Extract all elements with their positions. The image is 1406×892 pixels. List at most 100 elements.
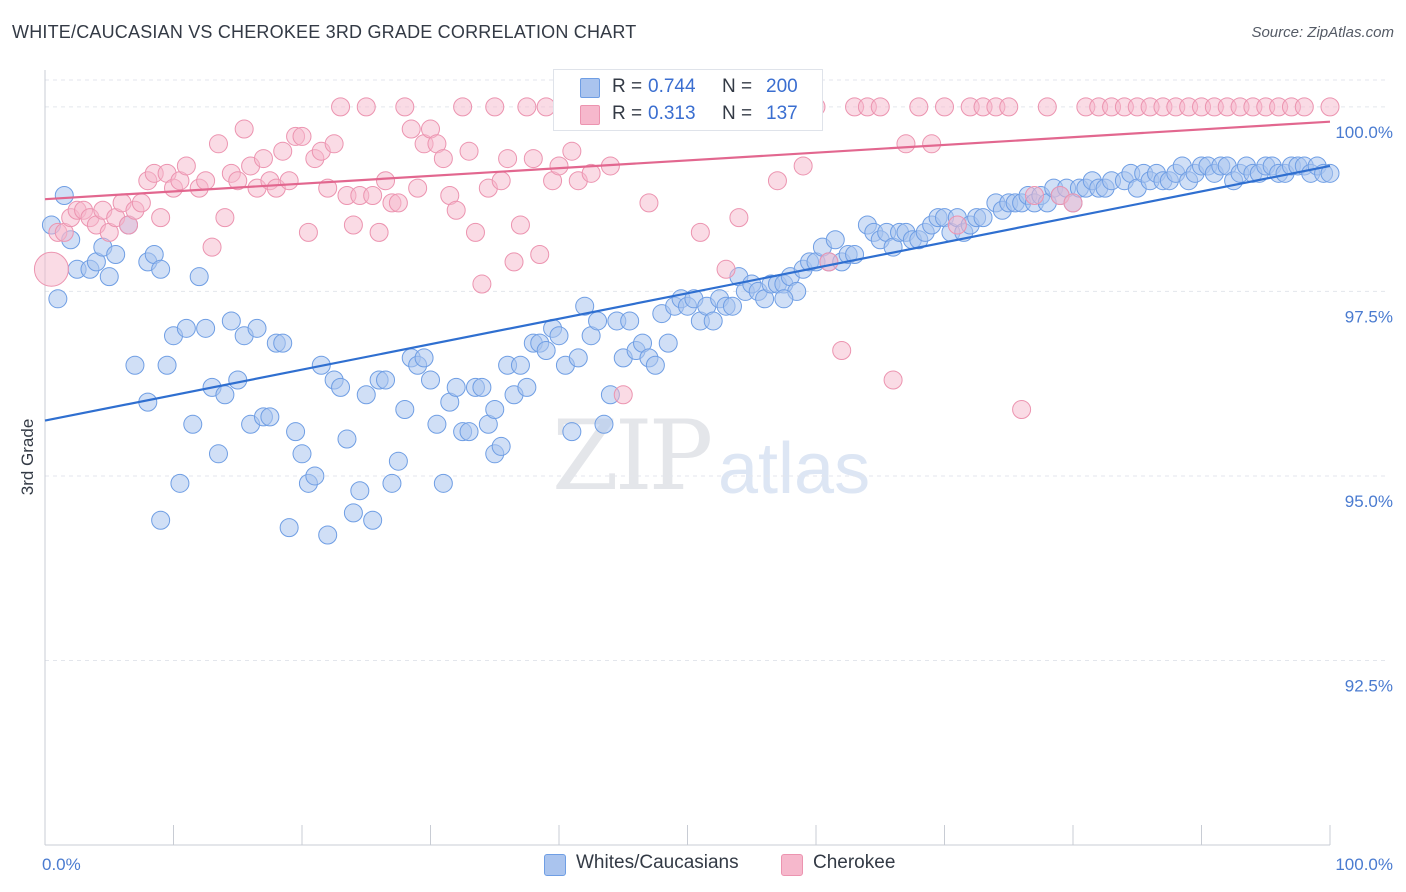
data-point-cherokee bbox=[234, 119, 254, 139]
y-tick-label: 100.0% bbox=[1335, 123, 1393, 142]
data-point-whites bbox=[973, 208, 993, 228]
data-point-cherokee bbox=[292, 126, 312, 146]
data-point-whites bbox=[247, 318, 267, 338]
data-point-cherokee bbox=[395, 97, 415, 117]
legend-row-cherokee: R = 0.313 N = 137 bbox=[554, 101, 822, 127]
data-point-whites bbox=[215, 385, 235, 405]
data-point-whites bbox=[536, 340, 556, 360]
data-point-whites bbox=[722, 296, 742, 316]
data-point-cherokee bbox=[202, 237, 222, 257]
data-point-whites bbox=[376, 370, 396, 390]
data-point-cherokee bbox=[690, 222, 710, 242]
data-point-whites bbox=[388, 451, 408, 471]
data-point-cherokee bbox=[376, 171, 396, 191]
data-point-cherokee bbox=[767, 171, 787, 191]
data-point-whites bbox=[305, 466, 325, 486]
data-point-whites bbox=[343, 503, 363, 523]
source-credit: Source: ZipAtlas.com bbox=[1251, 24, 1394, 41]
data-point-whites bbox=[273, 333, 293, 353]
data-point-cherokee bbox=[1037, 97, 1057, 117]
data-point-cherokee bbox=[465, 222, 485, 242]
data-point-whites bbox=[491, 436, 511, 456]
data-point-cherokee bbox=[999, 97, 1019, 117]
data-point-whites bbox=[221, 311, 241, 331]
series-whites-points bbox=[41, 156, 1340, 545]
data-point-cherokee bbox=[883, 370, 903, 390]
data-point-cherokee bbox=[408, 178, 428, 198]
data-point-whites bbox=[446, 377, 466, 397]
data-point-cherokee bbox=[819, 252, 839, 272]
data-point-cherokee bbox=[151, 208, 171, 228]
legend-swatch-whites bbox=[544, 854, 566, 876]
legend-row-whites: R = 0.744 N = 200 bbox=[554, 74, 822, 100]
data-point-whites bbox=[54, 185, 74, 205]
data-point-whites bbox=[421, 370, 440, 390]
data-point-whites bbox=[414, 348, 434, 368]
data-point-cherokee bbox=[298, 222, 318, 242]
data-point-cherokee bbox=[401, 119, 421, 139]
data-point-whites bbox=[196, 318, 216, 338]
data-point-whites bbox=[125, 355, 145, 375]
data-point-whites bbox=[356, 385, 376, 405]
data-point-cherokee bbox=[793, 156, 813, 176]
data-point-whites bbox=[774, 289, 794, 309]
data-point-whites bbox=[350, 481, 370, 501]
data-point-whites bbox=[549, 326, 569, 346]
trend-line-whites bbox=[44, 164, 1331, 422]
data-point-whites bbox=[575, 296, 595, 316]
data-point-whites bbox=[151, 259, 171, 279]
y-axis-label: 3rd Grade bbox=[18, 419, 37, 496]
data-point-cherokee bbox=[196, 171, 216, 191]
x-tick-label-right: 100.0% bbox=[1335, 855, 1393, 874]
data-point-cherokee bbox=[581, 163, 601, 183]
data-point-cherokee bbox=[613, 385, 633, 405]
data-point-whites bbox=[427, 414, 447, 434]
data-point-cherokee bbox=[870, 97, 890, 117]
legend-n-value: 200 bbox=[766, 76, 798, 97]
data-point-cherokee bbox=[446, 200, 466, 220]
data-point-cherokee bbox=[485, 97, 505, 117]
data-point-whites bbox=[208, 444, 228, 464]
y-tick-label: 97.5% bbox=[1345, 307, 1393, 326]
data-point-whites bbox=[106, 245, 126, 265]
data-point-whites bbox=[562, 422, 582, 442]
data-point-cherokee bbox=[253, 149, 273, 169]
data-point-whites bbox=[183, 414, 203, 434]
data-point-cherokee bbox=[356, 97, 376, 117]
data-point-cherokee bbox=[510, 215, 530, 235]
legend-swatch-cherokee bbox=[580, 105, 600, 125]
data-point-cherokee bbox=[1063, 193, 1083, 213]
data-point-cherokee bbox=[716, 259, 736, 279]
data-point-whites bbox=[568, 348, 588, 368]
data-point-cherokee bbox=[832, 340, 852, 360]
legend-label-cherokee: Cherokee bbox=[813, 852, 896, 873]
data-point-cherokee bbox=[922, 134, 942, 154]
data-point-whites bbox=[176, 318, 196, 338]
legend-n-label: N = bbox=[722, 76, 753, 97]
x-tick-label-left: 0.0% bbox=[42, 855, 81, 874]
data-point-cherokee bbox=[523, 149, 543, 169]
data-point-whites bbox=[459, 422, 479, 442]
series-cherokee-points bbox=[33, 97, 1340, 420]
series-legend: Whites/Caucasians Cherokee bbox=[0, 852, 1406, 878]
data-point-cherokee bbox=[176, 156, 196, 176]
tick-labels: 100.0% 97.5% 95.0% 92.5% 0.0% 100.0% 3rd Grade bbox=[18, 123, 1393, 874]
trend-lines bbox=[44, 120, 1331, 422]
data-point-whites bbox=[48, 289, 68, 309]
data-point-whites bbox=[363, 510, 383, 530]
data-point-whites bbox=[99, 267, 119, 287]
data-point-whites bbox=[331, 377, 351, 397]
data-point-whites bbox=[510, 355, 530, 375]
data-point-whites bbox=[517, 377, 537, 397]
data-point-cherokee bbox=[1024, 185, 1044, 205]
legend-swatch-whites bbox=[580, 78, 600, 98]
data-point-whites bbox=[472, 377, 492, 397]
legend-r-label: R = bbox=[612, 103, 643, 124]
data-point-cherokee bbox=[433, 149, 453, 169]
chart-title: WHITE/CAUCASIAN VS CHEROKEE 3RD GRADE CO… bbox=[12, 22, 637, 42]
data-point-whites bbox=[703, 311, 723, 331]
data-point-whites bbox=[260, 407, 280, 427]
data-point-cherokee bbox=[1320, 97, 1340, 117]
data-point-cherokee bbox=[331, 97, 351, 117]
